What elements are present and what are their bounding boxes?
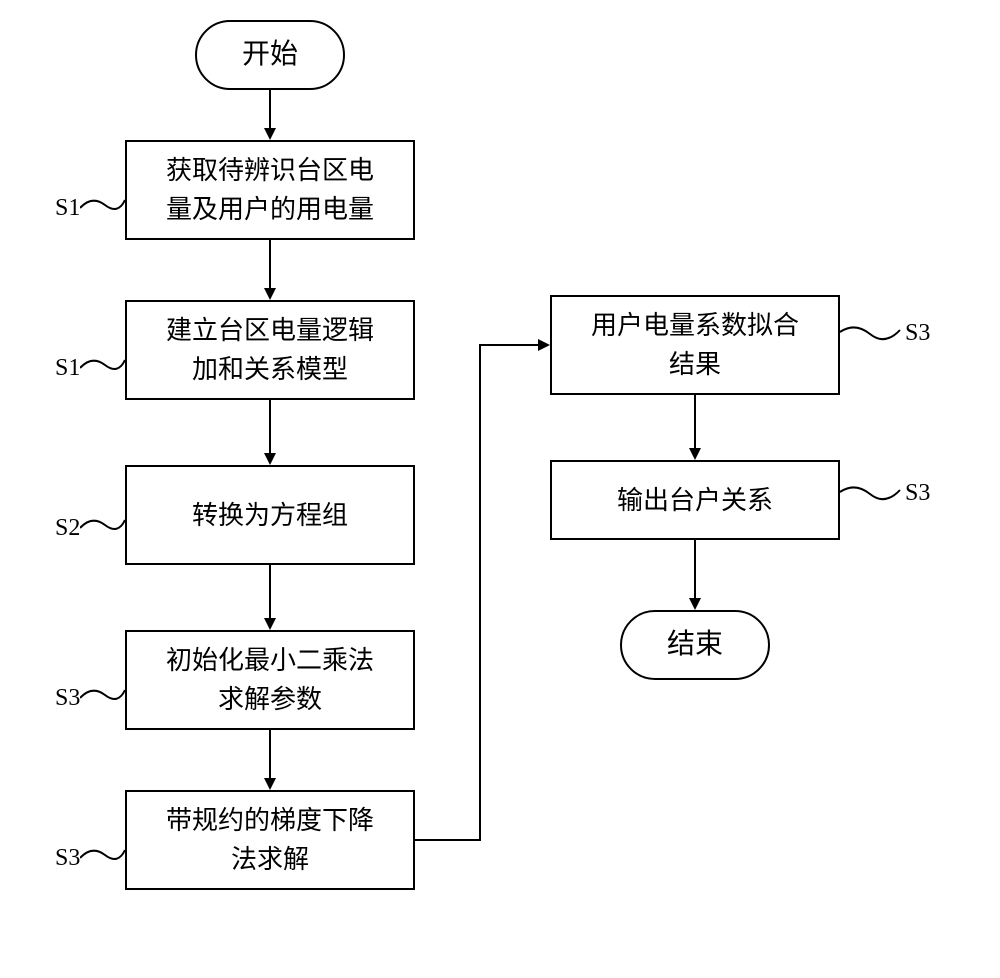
step1b-node: 建立台区电量逻辑 加和关系模型 bbox=[125, 300, 415, 400]
end-node: 结束 bbox=[620, 610, 770, 680]
wavy-connector-2 bbox=[80, 350, 130, 380]
flowchart-container: 开始 获取待辨识台区电 量及用户的用电量 S1 建立台区电量逻辑 加和关系模型 … bbox=[0, 0, 1000, 978]
step3b-node: 带规约的梯度下降 法求解 bbox=[125, 790, 415, 890]
wavy-connector-4 bbox=[80, 680, 130, 710]
arrow-step3a-step3b bbox=[260, 728, 280, 792]
start-node: 开始 bbox=[195, 20, 345, 90]
step3c-label: 用户电量系数拟合 结果 bbox=[591, 306, 799, 384]
wavy-connector-6 bbox=[840, 322, 905, 352]
step3a-label: 初始化最小二乘法 求解参数 bbox=[166, 641, 374, 719]
step3c-node: 用户电量系数拟合 结果 bbox=[550, 295, 840, 395]
step3d-node: 输出台户关系 bbox=[550, 460, 840, 540]
arrow-start-step1a bbox=[260, 88, 280, 142]
arrow-step3b-step3c bbox=[413, 335, 558, 855]
step2-tag: S2 bbox=[55, 515, 80, 542]
step3b-label: 带规约的梯度下降 法求解 bbox=[166, 801, 374, 879]
step3a-node: 初始化最小二乘法 求解参数 bbox=[125, 630, 415, 730]
step1a-label: 获取待辨识台区电 量及用户的用电量 bbox=[166, 151, 374, 229]
step3d-tag: S3 bbox=[905, 480, 930, 507]
step2-label: 转换为方程组 bbox=[192, 496, 348, 535]
wavy-connector-1 bbox=[80, 190, 130, 220]
arrow-step1a-step1b bbox=[260, 238, 280, 302]
step1a-tag: S1 bbox=[55, 195, 80, 222]
step2-node: 转换为方程组 bbox=[125, 465, 415, 565]
step3c-tag: S3 bbox=[905, 320, 930, 347]
step3a-tag: S3 bbox=[55, 685, 80, 712]
arrow-step2-step3a bbox=[260, 563, 280, 632]
step3d-label: 输出台户关系 bbox=[617, 481, 773, 520]
arrow-step1b-step2 bbox=[260, 398, 280, 467]
wavy-connector-3 bbox=[80, 510, 130, 540]
arrow-step3d-end bbox=[685, 538, 705, 612]
wavy-connector-5 bbox=[80, 840, 130, 870]
wavy-connector-7 bbox=[840, 482, 905, 512]
start-label: 开始 bbox=[242, 34, 298, 76]
arrow-step3c-step3d bbox=[685, 393, 705, 462]
end-label: 结束 bbox=[667, 624, 723, 666]
step1b-label: 建立台区电量逻辑 加和关系模型 bbox=[166, 311, 374, 389]
step1a-node: 获取待辨识台区电 量及用户的用电量 bbox=[125, 140, 415, 240]
step1b-tag: S1 bbox=[55, 355, 80, 382]
step3b-tag: S3 bbox=[55, 845, 80, 872]
